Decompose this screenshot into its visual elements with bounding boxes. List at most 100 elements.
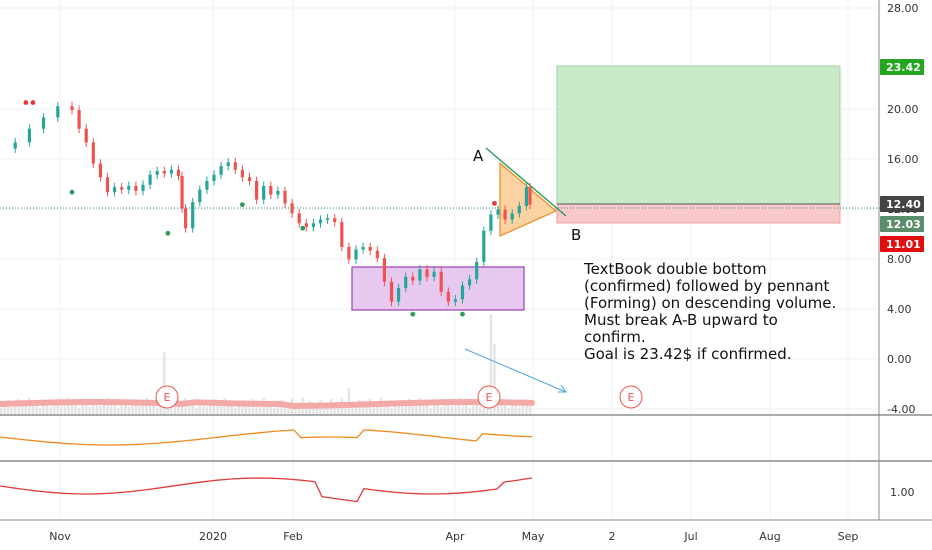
- volume-bar: [60, 406, 63, 414]
- annotation-line: confirm.: [584, 328, 646, 346]
- volume-bar: [372, 406, 375, 414]
- time-tick-label: Apr: [445, 530, 465, 543]
- volume-bar: [113, 401, 116, 414]
- time-tick-label: Jul: [683, 530, 697, 543]
- volume-bar: [56, 399, 59, 414]
- volume-bar: [283, 407, 287, 414]
- volume-bar: [255, 406, 258, 414]
- volume-bar: [116, 408, 120, 414]
- volume-bar: [237, 404, 241, 414]
- candle-body: [269, 185, 273, 195]
- candle-body: [283, 190, 287, 204]
- volume-bar: [361, 407, 365, 414]
- volume-bar: [38, 408, 42, 414]
- earnings-label: E: [164, 391, 171, 404]
- volume-bar: [166, 407, 170, 414]
- volume-bar: [88, 407, 91, 414]
- candle-body: [255, 180, 259, 200]
- volume-bar: [67, 398, 70, 414]
- volume-bar: [92, 403, 95, 414]
- candle-body: [368, 246, 372, 251]
- price-tick-label: -4.00: [887, 403, 915, 416]
- volume-bar: [35, 401, 38, 414]
- price-tag: 12.40: [880, 196, 924, 212]
- price-tick-label: 0.00: [887, 353, 912, 366]
- annotation-line: TextBook double bottom: [583, 260, 767, 278]
- volume-bar: [276, 404, 280, 414]
- volume-bar: [148, 405, 152, 414]
- annotation-line: Goal is 23.42$ if confirmed.: [584, 345, 792, 363]
- double-bottom-box[interactable]: [351, 266, 525, 311]
- annotation-line: (confirmed) followed by pennant: [584, 277, 830, 295]
- candle-body: [247, 177, 252, 181]
- stop-loss-zone[interactable]: [556, 203, 841, 224]
- volume-bar: [212, 399, 216, 414]
- volume-bar: [14, 403, 17, 414]
- volume-bar: [42, 404, 45, 414]
- volume-bar: [138, 406, 141, 414]
- candle-body: [510, 213, 514, 220]
- volume-bar: [503, 401, 507, 414]
- profit-target-zone[interactable]: [556, 65, 841, 205]
- volume-bar: [195, 408, 198, 414]
- volume-bar: [347, 388, 351, 414]
- price-tick-label: 8.00: [887, 253, 912, 266]
- candle-body: [91, 142, 95, 164]
- earnings-marker: E: [155, 385, 179, 409]
- time-tick-label: Nov: [49, 530, 71, 543]
- candle-body: [382, 258, 386, 282]
- volume-bar: [496, 398, 500, 414]
- volume-bar: [429, 408, 432, 414]
- volume-bar: [312, 408, 315, 414]
- candle-body: [13, 142, 17, 149]
- candle-body: [446, 291, 450, 302]
- price-tag: 23.42: [880, 59, 924, 75]
- candle-body: [219, 166, 223, 175]
- volume-bar: [134, 399, 138, 414]
- candle-body: [432, 271, 436, 277]
- volume-bar: [24, 402, 28, 414]
- indicator-1-line: [0, 429, 533, 446]
- candle-body: [333, 218, 337, 223]
- volume-bar: [3, 404, 6, 414]
- volume-bar: [141, 402, 145, 414]
- price-tag-label: 11.01: [886, 238, 921, 251]
- price-tag-bg: [880, 236, 924, 252]
- candle-body: [184, 208, 188, 229]
- candle-body: [528, 187, 532, 205]
- volume-bar: [0, 408, 3, 414]
- candle-body: [233, 162, 237, 170]
- volume-bar: [315, 404, 319, 414]
- volume-bar: [85, 400, 88, 414]
- volume-bar: [507, 408, 510, 414]
- price-tag-label: 23.42: [886, 61, 921, 74]
- volume-bar: [177, 406, 180, 414]
- annotation-line: (Forming) on descending volume.: [584, 294, 836, 312]
- price-tag: 11.01: [880, 236, 924, 252]
- candle-body: [524, 187, 528, 206]
- volume-bar: [269, 401, 272, 414]
- indicator-2-line: [0, 477, 533, 503]
- price-tag: 12.03: [880, 216, 924, 232]
- price-tick-label: 16.00: [887, 153, 919, 166]
- volume-bar: [354, 404, 358, 414]
- signal-dot: [23, 100, 29, 105]
- volume-bar: [305, 405, 308, 414]
- candle-body: [503, 209, 507, 220]
- volume-bar: [198, 404, 201, 414]
- candle-body: [347, 246, 351, 260]
- candle-body: [311, 223, 315, 228]
- volume-bar: [145, 398, 148, 414]
- volume-bar: [17, 399, 20, 414]
- signal-dot: [300, 225, 306, 231]
- candle-body: [340, 222, 344, 247]
- volume-bar: [475, 400, 478, 414]
- volume-bar: [415, 402, 418, 414]
- time-tick-label: Sep: [838, 530, 859, 543]
- trendline-a-b[interactable]: [485, 147, 567, 217]
- candle-body: [411, 276, 415, 281]
- candle-body: [212, 174, 216, 181]
- volume-trend-arrow: [464, 348, 567, 393]
